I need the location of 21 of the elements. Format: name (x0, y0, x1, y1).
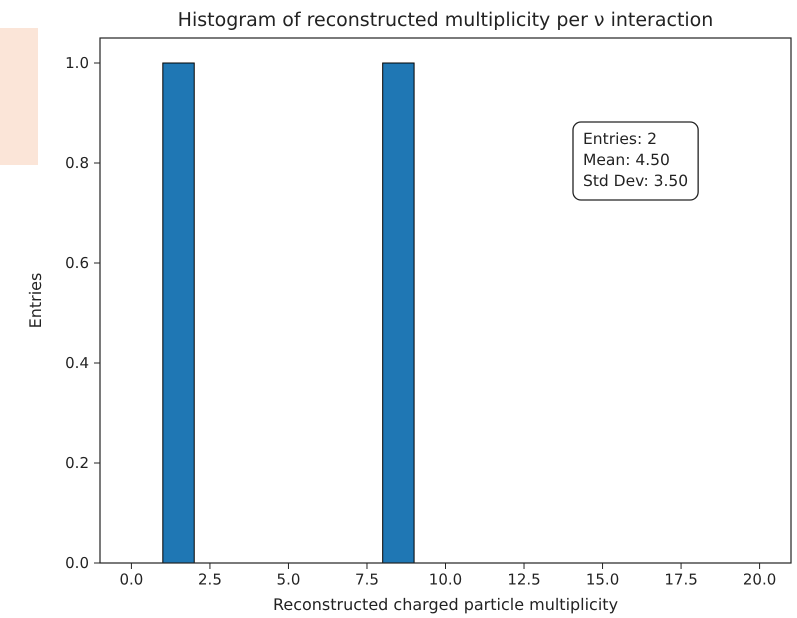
annotation: Std Dev: 3.50 (583, 172, 688, 190)
x-tick-label: 5.0 (276, 570, 300, 589)
x-tick-label: 2.5 (198, 570, 222, 589)
y-tick-label: 1.0 (65, 54, 89, 72)
x-tick-label: 15.0 (586, 570, 620, 589)
x-axis-title: Reconstructed charged particle multiplicity (272, 595, 618, 614)
annotation: Entries: 2 (583, 130, 657, 148)
x-tick-label: 10.0 (428, 570, 462, 589)
x-tick-label: 0.0 (119, 570, 144, 589)
annotation: Mean: 4.50 (583, 151, 670, 169)
x-tick-label: 12.5 (507, 570, 541, 589)
y-tick-label: 0.8 (65, 154, 89, 172)
y-axis-title: Entries (26, 272, 45, 328)
chart-title: Histogram of reconstructed multiplicity per ν interaction (178, 9, 714, 31)
x-tick-label: 17.5 (664, 570, 698, 589)
x-tick-label: 20.0 (742, 570, 776, 589)
y-tick-label: 0.6 (65, 254, 89, 272)
y-tick-label: 0.0 (65, 554, 89, 572)
y-tick-label: 0.2 (65, 454, 89, 472)
y-tick-label: 0.4 (65, 354, 89, 372)
x-tick-label: 7.5 (355, 570, 379, 589)
